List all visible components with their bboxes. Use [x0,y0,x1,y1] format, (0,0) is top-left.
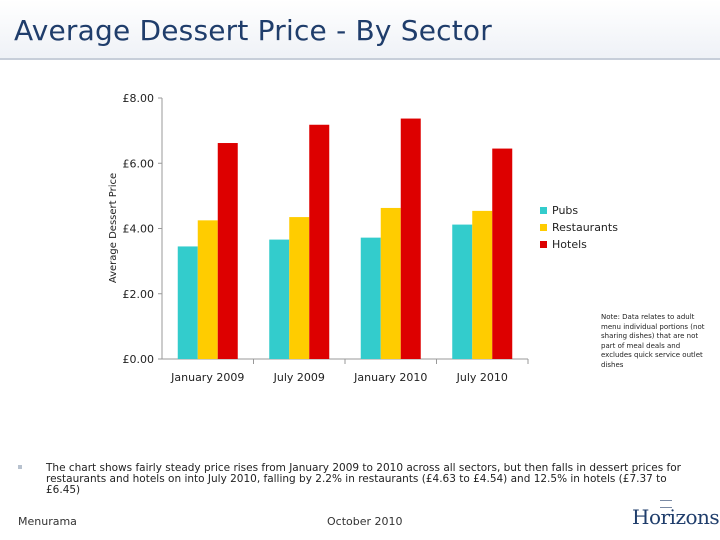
legend-swatch-pubs [540,207,547,214]
legend-label-pubs: Pubs [552,204,578,217]
y-tick-label: £6.00 [123,157,155,170]
legend-swatch-hotels [540,241,547,248]
title-divider [0,58,720,60]
bar-pubs-1 [269,239,290,359]
bar-hotels-1 [309,124,330,359]
footer-date: October 2010 [327,515,403,528]
bar-restaurants-1 [289,217,310,359]
y-tick-label: £8.00 [123,92,155,105]
summary-text: The chart shows fairly steady price rise… [46,462,681,496]
legend-swatch-restaurants [540,224,547,231]
horizons-logo: Horizons [632,500,720,530]
legend-label-hotels: Hotels [552,238,587,251]
logo-text: Horizons [632,505,720,529]
bar-hotels-3 [492,148,513,359]
bar-restaurants-3 [472,210,493,359]
bar-hotels-0 [217,143,238,359]
bar-restaurants-2 [380,207,401,359]
chart-legend: Pubs Restaurants Hotels [540,204,618,251]
y-tick-label: £4.00 [123,223,155,236]
y-tick-label: £2.00 [123,288,155,301]
x-tick-label: July 2010 [456,371,508,384]
chart-bars [177,118,513,360]
bar-pubs-0 [177,246,198,359]
page-title: Average Dessert Price - By Sector [14,14,492,47]
x-tick-label: July 2009 [273,371,325,384]
title-bar: Average Dessert Price - By Sector [0,0,720,60]
legend-label-restaurants: Restaurants [552,221,618,234]
bullet-icon [18,465,22,469]
bar-pubs-2 [360,237,381,359]
chart-note: Note: Data relates to adult menu individ… [601,313,705,369]
chart-axes: £0.00 £2.00 £4.00 £6.00 £8.00 Average Dessert… [108,92,529,384]
y-axis-label: Average Dessert Price [108,173,119,283]
footer-source: Menurama [18,515,77,528]
bar-hotels-2 [400,118,421,360]
y-tick-label: £0.00 [123,353,155,366]
bar-restaurants-0 [197,220,218,359]
bar-pubs-3 [452,224,473,359]
x-tick-label: January 2009 [170,371,244,384]
x-tick-label: January 2010 [353,371,427,384]
logo-mark-icon [660,500,672,508]
